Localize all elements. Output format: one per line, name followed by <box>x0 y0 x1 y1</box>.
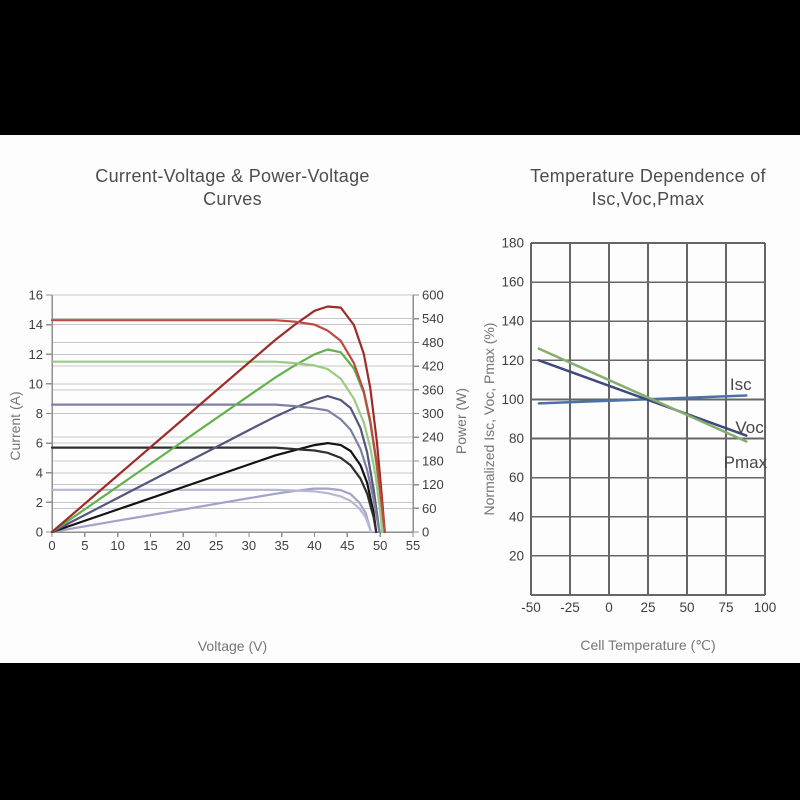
tick-label-current: 16 <box>29 288 43 303</box>
iv-curve-3 <box>50 360 384 534</box>
pv-curve-10 <box>50 487 373 534</box>
iv-pv-chart-title: Current-Voltage & Power-Voltage Curves <box>52 165 413 211</box>
tick-label-normalized: 100 <box>501 392 524 407</box>
tick-label-temperature: -25 <box>560 600 580 615</box>
tick-label-power: 300 <box>422 406 444 421</box>
tick-label-voltage: 25 <box>209 538 223 553</box>
tick-label-power: 360 <box>422 382 444 397</box>
tick-label-normalized: 140 <box>501 314 524 329</box>
series-label-pmax: Pmax <box>724 453 768 472</box>
tick-label-power: 120 <box>422 477 444 492</box>
iv-curve-1 <box>50 319 386 534</box>
tick-label-voltage: 40 <box>307 538 321 553</box>
voltage-axis-label: Voltage (V) <box>197 638 268 654</box>
iv-pv-chart-title-line1: Current-Voltage & Power-Voltage <box>95 166 370 186</box>
line-voc <box>537 359 748 437</box>
cell-temperature-axis-label: Cell Temperature (℃) <box>580 637 716 653</box>
tick-label-normalized: 80 <box>509 431 524 446</box>
tick-label-current: 6 <box>36 436 43 451</box>
temp-dependence-chart-title: Temperature Dependence of Isc,Voc,Pmax <box>521 165 775 211</box>
tick-label-power: 240 <box>422 430 444 445</box>
tick-label-current: 12 <box>29 347 43 362</box>
line-isc <box>537 394 748 405</box>
tick-label-voltage: 20 <box>176 538 190 553</box>
tick-label-current: 8 <box>36 406 43 421</box>
tick-label-voltage: 45 <box>340 538 354 553</box>
tick-label-temperature: 25 <box>640 600 655 615</box>
charts-canvas: 0246810121416060120180240300360420480540… <box>29 236 777 616</box>
tick-label-voltage: 15 <box>143 538 157 553</box>
tick-label-temperature: -50 <box>521 600 541 615</box>
iv-curve-9 <box>50 488 373 534</box>
content-area: Current-Voltage & Power-Voltage Curves C… <box>0 135 800 663</box>
tick-label-normalized: 180 <box>501 236 524 251</box>
tick-label-voltage: 5 <box>81 538 88 553</box>
iv-curve-7 <box>50 446 378 534</box>
line-pmax <box>537 347 748 443</box>
temp-dependence-title-line1: Temperature Dependence of <box>530 166 766 186</box>
tick-label-voltage: 55 <box>406 538 420 553</box>
top-letterbox-bar <box>0 0 800 135</box>
tick-label-voltage: 10 <box>110 538 124 553</box>
tick-label-normalized: 160 <box>501 275 524 290</box>
tick-label-temperature: 0 <box>605 600 613 615</box>
tick-label-power: 60 <box>422 501 436 516</box>
iv-curve-5 <box>50 403 381 534</box>
tick-label-voltage: 0 <box>48 538 55 553</box>
tick-label-current: 14 <box>29 317 43 332</box>
tick-label-power: 480 <box>422 335 444 350</box>
tick-label-power: 540 <box>422 311 444 326</box>
tick-label-power: 180 <box>422 453 444 468</box>
tick-label-voltage: 35 <box>274 538 288 553</box>
tick-label-normalized: 60 <box>509 470 524 485</box>
tick-label-current: 2 <box>36 495 43 510</box>
tick-label-normalized: 40 <box>509 509 524 524</box>
temp-dependence-title-line2: Isc,Voc,Pmax <box>591 189 705 209</box>
tick-label-temperature: 75 <box>718 600 733 615</box>
iv-pv-chart-title-line2: Curves <box>203 189 262 209</box>
tick-label-power: 600 <box>422 288 444 303</box>
tick-label-voltage: 30 <box>242 538 256 553</box>
tick-label-normalized: 120 <box>501 353 524 368</box>
tick-label-normalized: 20 <box>509 548 524 563</box>
tick-label-temperature: 50 <box>679 600 694 615</box>
pv-curve-6 <box>50 395 381 534</box>
bottom-letterbox-bar <box>0 663 800 800</box>
tick-label-voltage: 50 <box>373 538 387 553</box>
tick-label-current: 4 <box>36 465 43 480</box>
tick-label-power: 0 <box>422 525 429 540</box>
tick-label-current: 10 <box>29 376 43 391</box>
pv-curve-2 <box>50 305 386 534</box>
series-label-voc: Voc <box>735 418 764 437</box>
tick-label-temperature: 100 <box>754 600 777 615</box>
series-label-isc: Isc <box>730 375 752 394</box>
tick-label-current: 0 <box>36 525 43 540</box>
pv-curve-8 <box>50 442 378 534</box>
tick-label-power: 420 <box>422 359 444 374</box>
